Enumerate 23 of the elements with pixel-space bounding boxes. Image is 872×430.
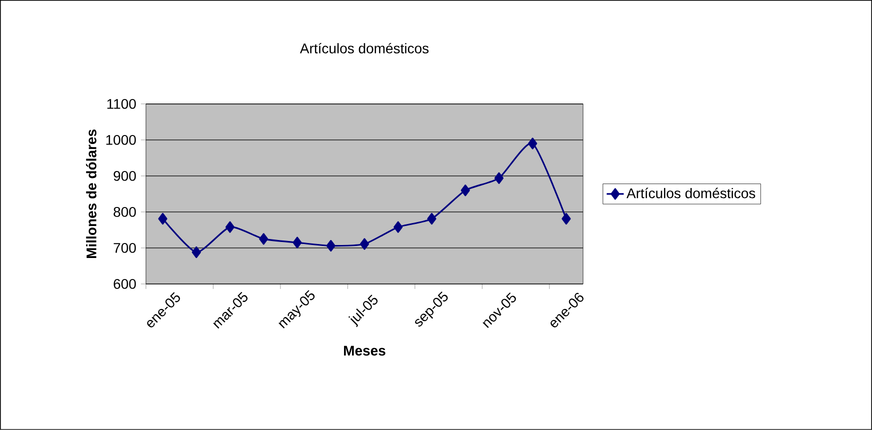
y-tick-label: 700 — [114, 243, 136, 253]
x-axis-title: Meses — [344, 346, 386, 356]
point — [494, 172, 504, 184]
legend-label: Artículos domésticos — [626, 188, 756, 198]
y-tick-label: 1100 — [107, 99, 136, 109]
chart-title: Artículos domésticos — [300, 42, 429, 54]
point — [192, 246, 201, 258]
point — [562, 213, 571, 225]
point — [292, 236, 302, 248]
point — [225, 221, 235, 233]
y-tick-label: 1000 — [106, 135, 136, 145]
point — [158, 213, 168, 225]
y-tick-label: 900 — [114, 171, 136, 181]
y-tick-label: 800 — [114, 207, 136, 217]
point — [427, 213, 436, 225]
point — [360, 238, 370, 250]
y-axis-title: Millones de dólares — [86, 130, 96, 258]
point — [528, 138, 538, 150]
point — [394, 221, 403, 233]
point — [259, 233, 268, 245]
y-tick-label: 600 — [114, 279, 136, 289]
point — [460, 184, 470, 196]
point — [326, 240, 336, 252]
